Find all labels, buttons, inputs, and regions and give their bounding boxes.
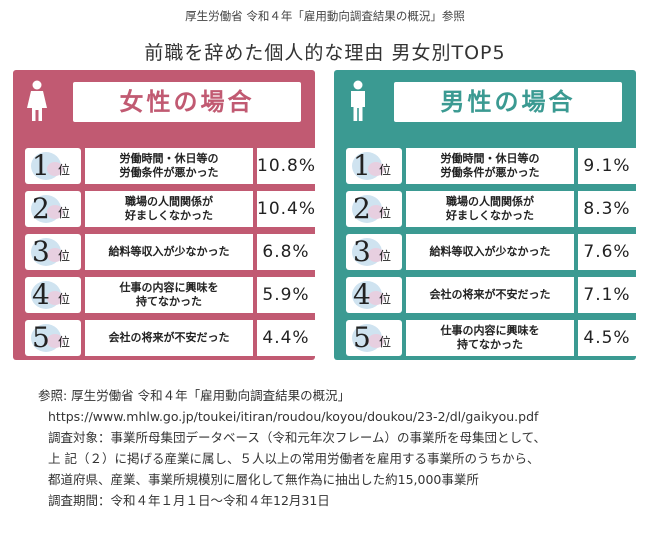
rank-number: 4: [32, 278, 50, 311]
female-rank-row: 3 位給料等収入が少なかった 6.8%: [23, 234, 315, 270]
rank-suffix: 位: [379, 163, 392, 177]
rank-suffix: 位: [379, 335, 392, 349]
rank-suffix: 位: [58, 292, 71, 306]
reason-text: 仕事の内容に興味を 持てなかった: [406, 320, 574, 356]
reason-text: 職場の人間関係が 好ましくなかった: [85, 191, 253, 227]
female-rank-row: 1 位労働時間・休日等の 労働条件が悪かった 10.8%: [23, 148, 315, 184]
male-rank-row: 3 位給料等収入が少なかった 7.6%: [344, 234, 636, 270]
rank-decoration-icon: [47, 162, 63, 176]
male-rank-row: 5 位仕事の内容に興味を 持てなかった 4.5%: [344, 320, 636, 356]
percentage-value: 6.8%: [257, 234, 315, 270]
notes-target-line-2: 上 記（２）に掲げる産業に属し、５人以上の常用労働者を雇用する事業所のうちから、: [48, 451, 540, 466]
reason-text: 労働時間・休日等の 労働条件が悪かった: [85, 148, 253, 184]
female-person-icon: [27, 80, 47, 121]
rank-suffix: 位: [58, 335, 71, 349]
notes-target-line-3: 都道府県、産業、事業所規模別に層化して無作為に抽出した約15,000事業所: [48, 472, 479, 487]
rank-suffix: 位: [379, 292, 392, 306]
rank-number: 1: [353, 149, 371, 182]
rank-decoration-icon: [47, 248, 63, 262]
female-heading: 女性の場合: [73, 82, 301, 122]
male-rank-row: 4 位会社の将来が不安だった 7.1%: [344, 277, 636, 313]
male-panel: 男性の場合 1 位労働時間・休日等の 労働条件が悪かった 9.1% 2 位職場の人間関係…: [334, 70, 636, 360]
rank-number: 4: [353, 278, 371, 311]
notes-reference: 参照: 厚生労働省 令和４年「雇用動向調査結果の概況」: [38, 388, 351, 403]
rank-decoration-icon: [47, 334, 63, 348]
rank-number: 2: [353, 192, 371, 225]
rank-decoration-icon: [368, 162, 384, 176]
percentage-value: 5.9%: [257, 277, 315, 313]
reason-text: 労働時間・休日等の 労働条件が悪かった: [406, 148, 574, 184]
reason-text: 会社の将来が不安だった: [85, 320, 253, 356]
female-panel: 女性の場合 1 位労働時間・休日等の 労働条件が悪かった 10.8% 2 位職場の人間関…: [13, 70, 315, 360]
rank-decoration-icon: [368, 291, 384, 305]
notes-target-line-1: 調査対象：事業所母集団データベース（令和元年次フレーム）の事業所を母集団として、: [48, 430, 547, 445]
rank-number: 2: [32, 192, 50, 225]
rank-suffix: 位: [58, 163, 71, 177]
percentage-value: 4.5%: [578, 320, 636, 356]
male-rank-row: 1 位労働時間・休日等の 労働条件が悪かった 9.1%: [344, 148, 636, 184]
male-heading: 男性の場合: [394, 82, 622, 122]
rank-number: 5: [353, 321, 371, 354]
reason-text: 会社の将来が不安だった: [406, 277, 574, 313]
rank-suffix: 位: [58, 249, 71, 263]
percentage-value: 4.4%: [257, 320, 315, 356]
rank-number: 5: [32, 321, 50, 354]
male-rank-row: 2 位職場の人間関係が 好ましくなかった 8.3%: [344, 191, 636, 227]
reason-text: 給料等収入が少なかった: [406, 234, 574, 270]
percentage-value: 7.6%: [578, 234, 636, 270]
rank-number: 3: [32, 235, 50, 268]
percentage-value: 9.1%: [578, 148, 636, 184]
male-person-icon: [351, 80, 365, 121]
notes-url: https://www.mhlw.go.jp/toukei/itiran/rou…: [48, 409, 539, 424]
rank-number: 1: [32, 149, 50, 182]
rank-decoration-icon: [368, 248, 384, 262]
source-caption: 厚生労働省 令和４年「雇用動向調査結果の概況」参照: [185, 9, 465, 23]
page-title: 前職を辞めた個人的な理由 男女別TOP5: [144, 42, 506, 64]
reason-text: 仕事の内容に興味を 持てなかった: [85, 277, 253, 313]
female-rank-row: 2 位職場の人間関係が 好ましくなかった 10.4%: [23, 191, 315, 227]
rank-decoration-icon: [368, 334, 384, 348]
male-panel-header: 男性の場合: [334, 70, 636, 128]
female-rank-row: 5 位会社の将来が不安だった 4.4%: [23, 320, 315, 356]
reason-text: 給料等収入が少なかった: [85, 234, 253, 270]
percentage-value: 10.8%: [257, 148, 315, 184]
female-panel-header: 女性の場合: [13, 70, 315, 128]
rank-number: 3: [353, 235, 371, 268]
notes-period: 調査期間：令和４年１月１日〜令和４年12月31日: [48, 493, 330, 508]
rank-suffix: 位: [58, 206, 71, 220]
rank-decoration-icon: [47, 205, 63, 219]
percentage-value: 10.4%: [257, 191, 315, 227]
rank-suffix: 位: [379, 206, 392, 220]
female-rank-row: 4 位仕事の内容に興味を 持てなかった 5.9%: [23, 277, 315, 313]
percentage-value: 8.3%: [578, 191, 636, 227]
rank-decoration-icon: [368, 205, 384, 219]
percentage-value: 7.1%: [578, 277, 636, 313]
notes-block: 参照: 厚生労働省 令和４年「雇用動向調査結果の概況」 https://www.…: [38, 385, 638, 511]
reason-text: 職場の人間関係が 好ましくなかった: [406, 191, 574, 227]
rank-decoration-icon: [47, 291, 63, 305]
rank-suffix: 位: [379, 249, 392, 263]
